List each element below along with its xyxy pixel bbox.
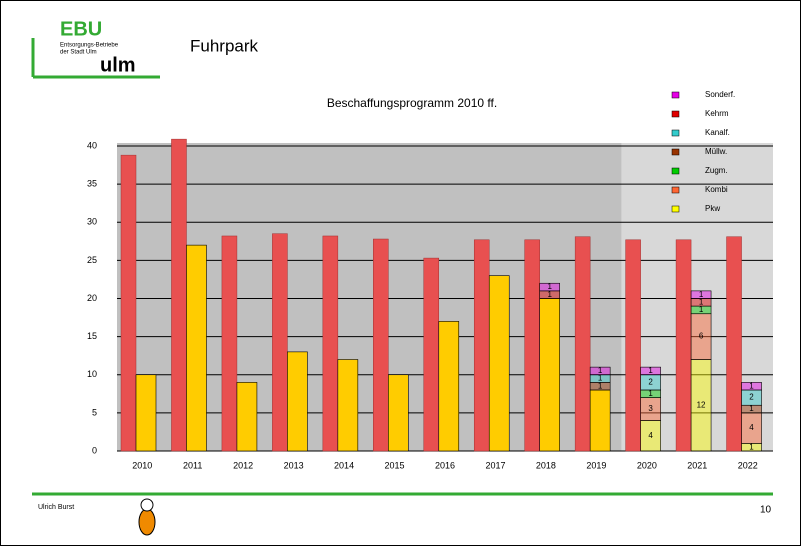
- y-tick-label: 10: [87, 369, 97, 379]
- data-label: 1: [699, 305, 704, 314]
- x-tick-label: 2018: [536, 460, 556, 470]
- bar-segment: [690, 290, 712, 299]
- logo-bottom: ulm: [100, 54, 136, 76]
- data-label: 1: [598, 366, 603, 375]
- bar: [625, 239, 641, 452]
- x-tick-label: 2019: [586, 460, 606, 470]
- x-tick-label: 2012: [233, 460, 253, 470]
- y-tick-label: 5: [92, 407, 97, 417]
- logo-top: EBU: [60, 18, 102, 40]
- bar-segment: [337, 359, 359, 452]
- legend-swatch: [671, 167, 680, 175]
- bar: [726, 236, 742, 452]
- data-label: 1: [547, 282, 552, 291]
- y-tick-label: 30: [87, 217, 97, 227]
- data-label: 1: [699, 297, 704, 306]
- legend-label: Pkw: [705, 204, 720, 213]
- bar-segment: [589, 366, 611, 376]
- bar: [221, 235, 238, 452]
- legend-label: Müllw.: [705, 147, 727, 156]
- y-tick-label: 25: [87, 255, 97, 265]
- bar-segment: [539, 282, 560, 292]
- bar-segment: [741, 382, 762, 391]
- data-label: 1: [598, 374, 603, 383]
- mascot: [138, 498, 156, 536]
- plot-area-forecast: [621, 143, 773, 451]
- bar: [423, 257, 440, 452]
- data-label: 2: [749, 393, 754, 402]
- legend-swatch: [671, 91, 680, 99]
- bar-segment: [236, 382, 258, 452]
- bar: [373, 238, 389, 452]
- bar-segment: [488, 275, 510, 452]
- x-tick-label: 2020: [637, 460, 657, 470]
- legend-swatch: [671, 148, 680, 156]
- legend-swatch: [671, 129, 680, 137]
- x-tick-label: 2015: [385, 460, 405, 470]
- data-label: 1: [547, 290, 552, 299]
- bar-segment: [640, 366, 661, 376]
- bar-segment: [135, 374, 157, 452]
- data-label: 1: [648, 366, 653, 375]
- x-tick-label: 2011: [183, 460, 202, 470]
- legend-swatch: [671, 205, 680, 213]
- data-label: 1: [749, 381, 754, 390]
- chart-title: Beschaffungsprogramm 2010 ff.: [327, 96, 497, 110]
- y-tick-label: 40: [87, 140, 97, 150]
- bar-segment: [539, 298, 560, 452]
- x-tick-label: 2016: [435, 460, 455, 470]
- bar: [574, 236, 591, 452]
- data-label: 1: [749, 442, 754, 451]
- legend-swatch: [671, 110, 680, 118]
- bar-segment: [438, 321, 460, 452]
- bar: [120, 154, 137, 452]
- data-label: 1: [598, 381, 603, 390]
- data-label: 4: [648, 431, 653, 440]
- bar: [524, 239, 540, 452]
- logo-sub: der Stadt Ulm: [60, 50, 97, 56]
- x-tick-label: 2021: [687, 460, 707, 470]
- data-label: 2: [648, 377, 653, 386]
- legend-label: Kombi: [705, 185, 728, 194]
- data-label: 1: [699, 290, 704, 299]
- x-tick-label: 2014: [334, 460, 354, 470]
- legend-label: Kehrm: [705, 109, 729, 118]
- bar-segment: [186, 244, 207, 452]
- legend-label: Zugm.: [705, 166, 728, 175]
- bar: [675, 239, 692, 452]
- legend-swatch: [671, 186, 680, 194]
- data-label: 4: [749, 423, 754, 432]
- bar-segment: [589, 389, 611, 452]
- x-tick-label: 2022: [738, 460, 758, 470]
- x-tick-label: 2010: [132, 460, 152, 470]
- x-tick-label: 2017: [485, 460, 505, 470]
- bar: [473, 239, 490, 452]
- legend-label: Kanalf.: [705, 128, 730, 137]
- bar: [272, 233, 288, 452]
- y-tick-label: 15: [87, 331, 97, 341]
- data-label: 12: [697, 400, 706, 409]
- data-label: 6: [699, 332, 704, 341]
- legend-label: Sonderf.: [705, 90, 735, 99]
- data-label: 1: [749, 404, 754, 413]
- bar-segment: [287, 351, 308, 452]
- slide-title: Fuhrpark: [190, 36, 259, 55]
- page-number: 10: [760, 505, 772, 516]
- bar-segment: [388, 374, 409, 452]
- footer-author: Ulrich Burst: [38, 504, 74, 511]
- y-tick-label: 35: [87, 179, 97, 189]
- bar: [322, 235, 339, 452]
- data-label: 3: [648, 404, 653, 413]
- logo-sub: Entsorgungs-Betriebe: [60, 43, 119, 49]
- x-tick-label: 2013: [284, 460, 304, 470]
- data-label: 1: [648, 389, 653, 398]
- y-tick-label: 20: [87, 293, 97, 303]
- y-tick-label: 0: [92, 445, 97, 455]
- bar: [171, 138, 187, 452]
